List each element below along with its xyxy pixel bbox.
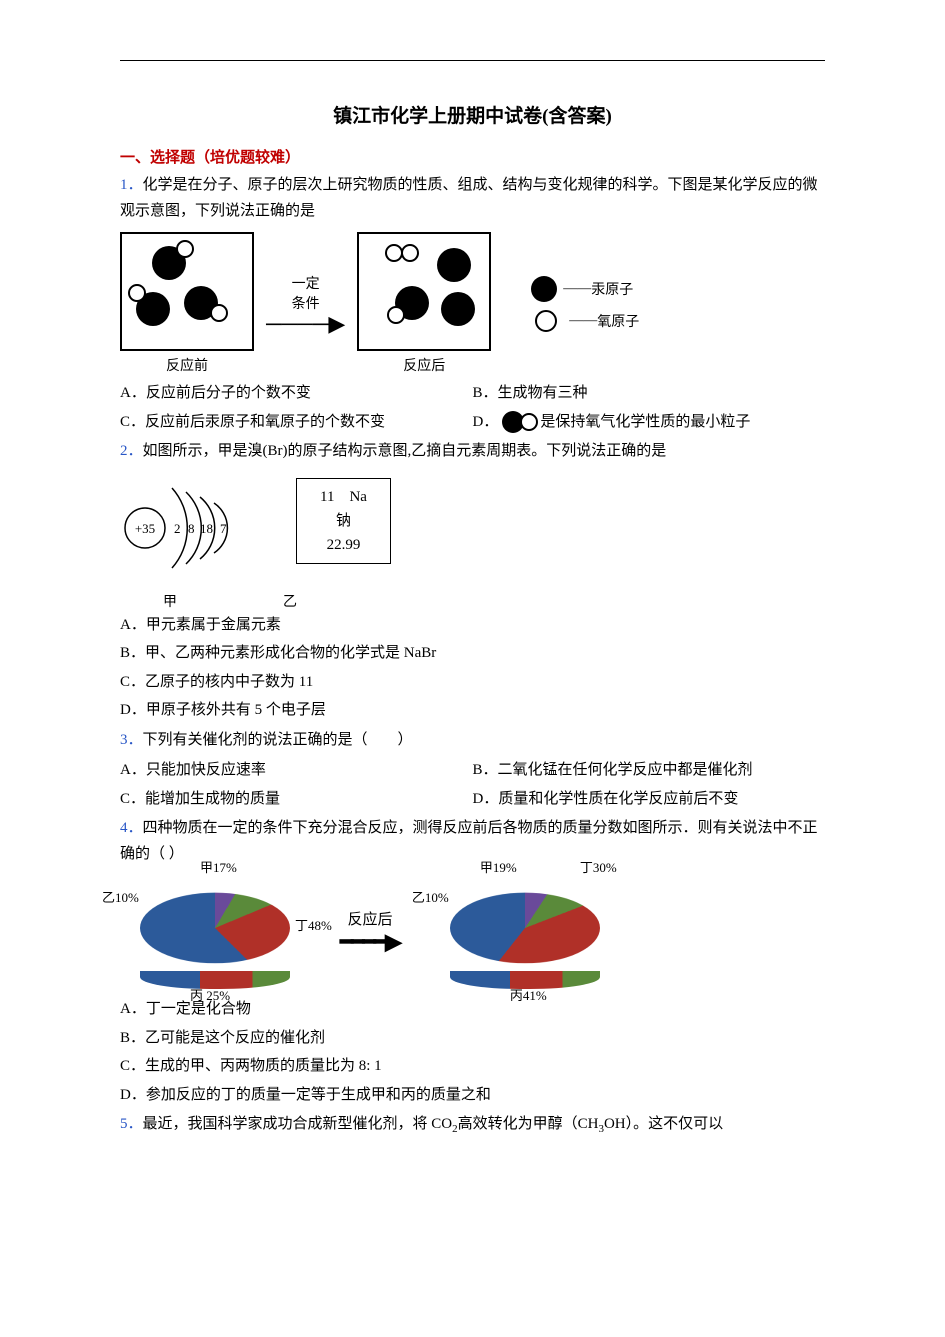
q1-arrow: 一定 条件 ────▶ [266,273,345,335]
q3-option-b: B．二氧化锰在任何化学反应中都是催化剂 [473,756,826,785]
bromine-atom-icon: +35 2 8 18 7 [120,473,270,583]
q1-d-prefix: D． [473,408,499,437]
q2-body: 如图所示，甲是溴(Br)的原子结构示意图,乙摘自元素周期表。下列说法正确的是 [143,443,667,459]
svg-text:18: 18 [200,521,213,536]
q2-text: 2．如图所示，甲是溴(Br)的原子结构示意图,乙摘自元素周期表。下列说法正确的是 [120,439,825,465]
q1-option-b: B．生成物有三种 [473,379,826,408]
pie-chart-before [140,893,290,964]
q1-option-c: C．反应前后汞原子和氧原子的个数不变 [120,408,473,437]
q1-option-d: D． 是保持氧气化学性质的最小粒子 [473,408,826,437]
q3-body: 下列有关催化剂的说法正确的是（ ） [143,732,413,748]
q1-arrow-label-top: 一定 [292,273,320,293]
q1-caption-before: 反应前 [120,355,254,375]
q1-reaction-diagram: 反应前 一定 条件 ────▶ 反应后 —— 汞原子 [120,232,825,375]
q4-number: 4． [120,820,143,836]
q4-option-c: C．生成的甲、丙两物质的质量比为 8: 1 [120,1052,825,1081]
q4a-yi: 乙10% [412,887,449,906]
molecule-atom-icon [520,413,538,431]
q4a-ding: 丁30% [580,857,617,876]
q1-d-suffix: 是保持氧气化学性质的最小粒子 [540,408,750,437]
q1-text: 1．化学是在分子、原子的层次上研究物质的性质、组成、结构与变化规律的科学。下图是… [120,173,825,224]
legend-black-atom-icon [531,276,557,302]
q1-caption-after: 反应后 [357,355,491,375]
section-heading: 一、选择题（培优题较难） [120,146,825,167]
q1-box-after [357,232,491,351]
q2-cap-b: 乙 [250,591,330,611]
q3-option-a: A．只能加快反应速率 [120,756,473,785]
q1-box-before [120,232,254,351]
legend-white-atom-icon [535,310,557,332]
q5-pre: 最近，我国科学家成功合成新型催化剂，将 CO [143,1116,453,1132]
q4a-jia: 甲19% [480,857,517,876]
q3-option-d: D．质量和化学性质在化学反应前后不变 [473,785,826,814]
q2-cap-a: 甲 [140,591,200,611]
na-bot: 22.99 [301,533,386,557]
q4b-yi: 乙10% [102,887,139,906]
legend-o-label: 氧原子 [597,311,639,331]
q4b-ding: 丁48% [295,915,332,934]
arrow-right-icon: ────▶ [266,313,345,335]
q4-arrow-label: 反应后 [340,908,400,929]
svg-text:2: 2 [174,521,181,536]
na-top: 11 Na [301,485,386,509]
q4-option-d: D．参加反应的丁的质量一定等于生成甲和丙的质量之和 [120,1081,825,1110]
q2-option-c: C．乙原子的核内中子数为 11 [120,668,825,697]
q4-arrow: 反应后 ━━━━▶ [340,908,400,955]
sodium-element-box: 11 Na 钠 22.99 [296,478,391,564]
q5-mid: 高效转化为甲醇（CH [458,1116,599,1132]
svg-text:+35: +35 [135,521,155,536]
q2-option-a: A．甲元素属于金属元素 [120,611,825,640]
q5-number: 5． [120,1116,143,1132]
q5-text: 5．最近，我国科学家成功合成新型催化剂，将 CO2高效转化为甲醇（CH3OH）。… [120,1112,825,1139]
page-title: 镇江市化学上册期中试卷(含答案) [120,101,825,128]
pie-chart-after [450,893,600,964]
na-mid: 钠 [301,509,386,533]
q1-option-a: A．反应前后分子的个数不变 [120,379,473,408]
q3-text: 3．下列有关催化剂的说法正确的是（ ） [120,728,825,754]
q3-number: 3． [120,732,143,748]
svg-text:8: 8 [188,521,195,536]
q2-option-d: D．甲原子核外共有 5 个电子层 [120,696,825,725]
q4-body: 四种物质在一定的条件下充分混合反应，测得反应前后各物质的质量分数如图所示．则有关… [120,820,818,862]
arrow-right-bold-icon: ━━━━▶ [340,929,400,955]
q4b-jia: 甲17% [200,857,237,876]
q5-post: OH）。这不仅可以 [604,1116,723,1132]
q1-legend: —— 汞原子 —— 氧原子 [531,268,639,340]
q2-number: 2． [120,443,143,459]
q2-diagram: +35 2 8 18 7 11 Na 钠 22.99 [120,473,825,583]
q1-number: 1． [120,177,143,193]
q4-piecharts: 甲17% 乙10% 丙 25% 丁48% 反应后 ━━━━▶ 甲19% 乙10%… [120,873,825,989]
q4a-bing: 丙41% [510,985,547,1004]
legend-hg-label: 汞原子 [591,279,633,299]
q4b-bing: 丙 25% [190,985,230,1004]
q2-option-b: B．甲、乙两种元素形成化合物的化学式是 NaBr [120,639,825,668]
q1-arrow-label-bot: 条件 [292,293,320,313]
q3-option-c: C．能增加生成物的质量 [120,785,473,814]
q4-option-b: B．乙可能是这个反应的催化剂 [120,1024,825,1053]
q1-body: 化学是在分子、原子的层次上研究物质的性质、组成、结构与变化规律的科学。下图是某化… [120,177,818,219]
svg-text:7: 7 [220,521,227,536]
